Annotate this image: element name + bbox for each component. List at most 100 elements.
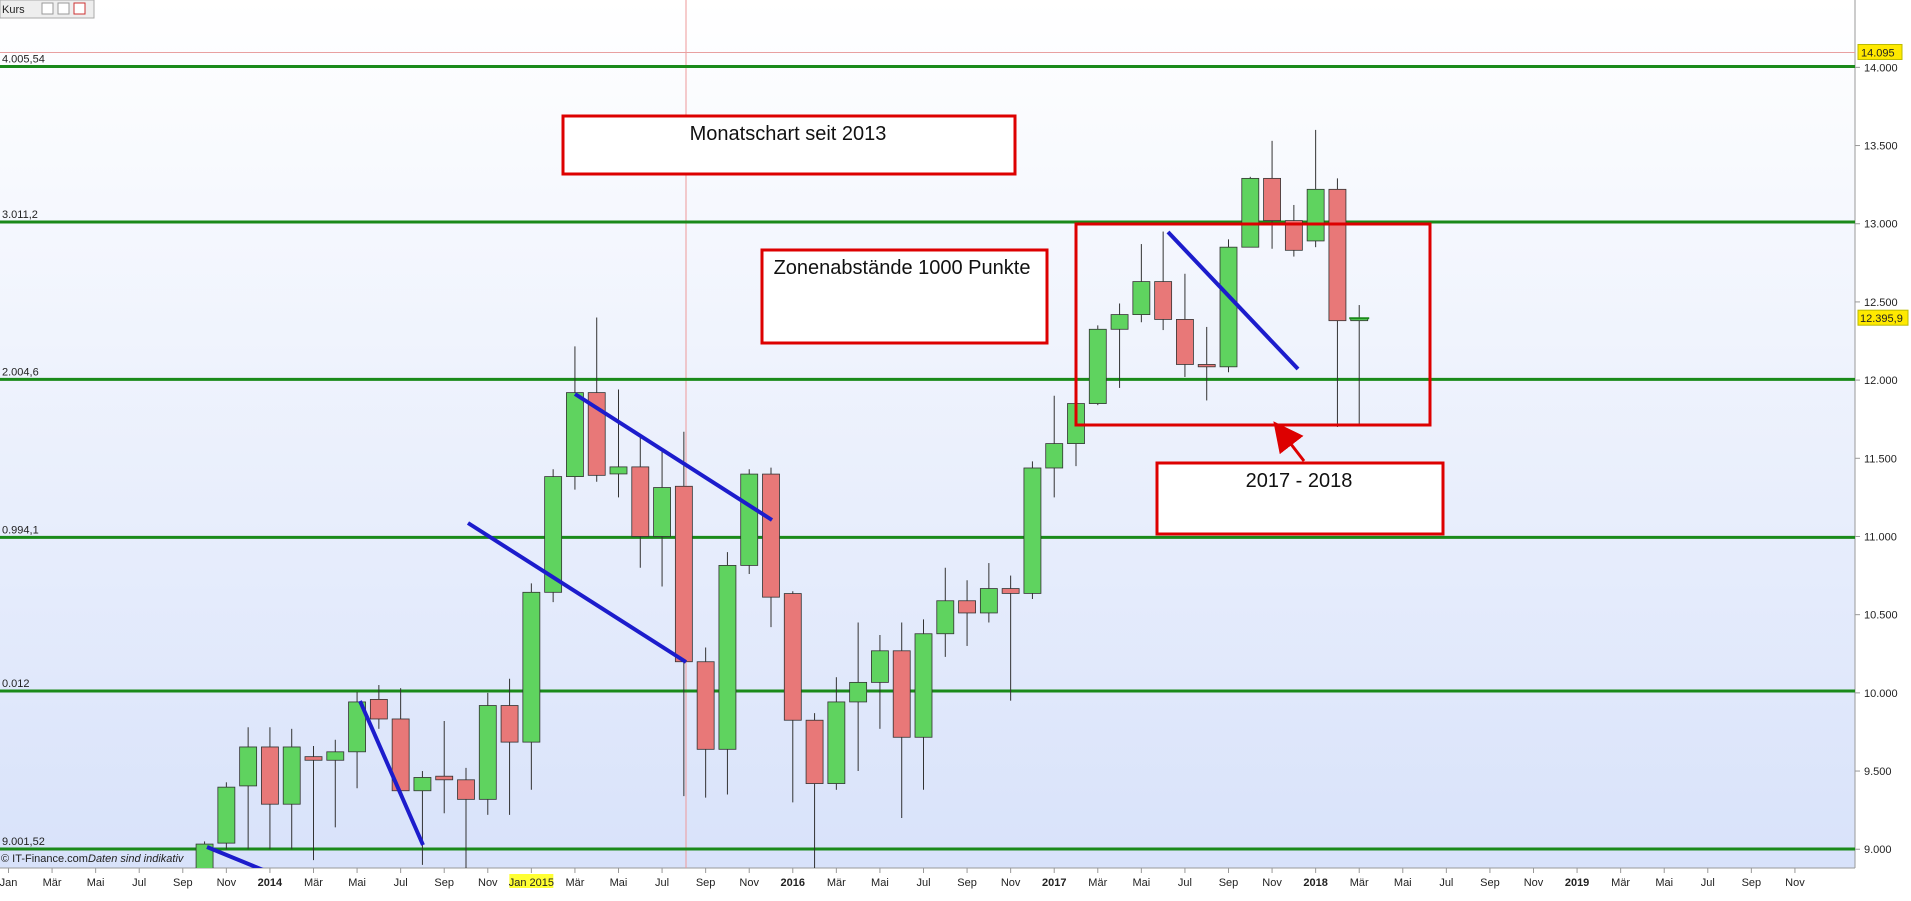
- candle-body: [1110, 314, 1129, 330]
- candle-body: [239, 746, 258, 787]
- price-label: 12.395,9: [1860, 313, 1903, 325]
- trend-line: [1166, 230, 1300, 371]
- tool-button[interactable]: [41, 2, 54, 15]
- x-tick-label: Jul: [132, 877, 146, 889]
- price-badge: [1857, 43, 1903, 60]
- x-tick-label: Mär: [827, 877, 846, 889]
- trend-line: [573, 392, 774, 522]
- candle-body: [566, 392, 584, 477]
- y-tick-label: 12.000: [1864, 375, 1898, 387]
- trend-line: [358, 700, 425, 846]
- price-badge: [1857, 309, 1909, 326]
- y-tick-label: 13.000: [1864, 219, 1898, 231]
- candle-body: [936, 600, 955, 635]
- zone-label: 0.012: [2, 678, 30, 690]
- candle-body: [1328, 188, 1347, 322]
- candle-body: [587, 392, 606, 476]
- candle-body: [522, 591, 541, 743]
- annotation: Monatschart seit 2013: [690, 123, 887, 145]
- candle-body: [849, 681, 868, 703]
- x-tick-label: Jul: [1178, 877, 1192, 889]
- x-tick-label: Mai: [87, 877, 105, 889]
- trend-line: [206, 845, 264, 868]
- x-tick-label: Nov: [1001, 877, 1021, 889]
- x-tick-label: Jul: [1439, 877, 1453, 889]
- candle-body: [871, 650, 889, 683]
- y-tick-label: 14.000: [1864, 62, 1898, 74]
- x-tick-label: Mai: [1132, 877, 1150, 889]
- candle-body: [1284, 220, 1303, 251]
- y-tick-label: 9.500: [1864, 766, 1892, 778]
- y-tick-label: 12.500: [1864, 297, 1898, 309]
- candle-body: [1088, 328, 1107, 404]
- candle-body: [653, 487, 671, 537]
- candle-body: [631, 466, 650, 537]
- x-tick-label: Nov: [478, 877, 498, 889]
- x-tick-label: Sep: [696, 877, 716, 889]
- candle-body: [805, 719, 824, 784]
- x-tick-label: Mai: [610, 877, 628, 889]
- note: Daten sind indikativ: [88, 853, 185, 865]
- x-tick-label: 2014: [258, 877, 283, 889]
- x-tick-label: Jul: [1701, 877, 1715, 889]
- y-tick-label: 11.000: [1864, 531, 1897, 543]
- y-tick-label: 9.000: [1864, 844, 1892, 856]
- candle-body: [304, 756, 323, 761]
- tool-button[interactable]: [73, 2, 86, 15]
- highlight-box: [1074, 222, 1432, 427]
- annotation-box: [1155, 461, 1445, 536]
- candle-body: [1045, 443, 1064, 469]
- zone-label: 3.011,2: [2, 209, 38, 221]
- candle-body: [979, 588, 998, 614]
- candle-body: [1263, 177, 1281, 221]
- x-tick-label: 2018: [1303, 877, 1327, 889]
- arrow: [1273, 421, 1306, 462]
- y-tick-label: 10.000: [1864, 688, 1898, 700]
- x-tick-label: Sep: [1480, 877, 1500, 889]
- tool-button[interactable]: [57, 2, 70, 15]
- x-tick-label: 2017: [1042, 877, 1066, 889]
- candle-body: [544, 476, 563, 593]
- candle-body: [261, 746, 279, 805]
- candle-body: [696, 661, 715, 750]
- x-tick-label: Jan: [0, 877, 17, 889]
- candle-body: [892, 650, 911, 738]
- zone-label: 9.001,52: [2, 836, 45, 848]
- chart-title: Kurs: [2, 4, 25, 16]
- candle-body: [435, 775, 454, 781]
- zone-label: 2.004,6: [2, 366, 39, 378]
- annotation-box: [760, 248, 1049, 345]
- x-tick-label: 2016: [781, 877, 805, 889]
- candle-body: [1154, 281, 1173, 320]
- candle-body: [609, 466, 628, 475]
- annotation: 2017 - 2018: [1246, 470, 1353, 492]
- x-tick-label: Nov: [1785, 877, 1805, 889]
- x-tick-label: Jul: [394, 877, 408, 889]
- x-tick-label: Mai: [348, 877, 366, 889]
- x-tick-label: Mai: [1655, 877, 1673, 889]
- x-tick-label: Jan 2015: [509, 877, 554, 889]
- x-tick-label: Sep: [173, 877, 193, 889]
- candle-body: [1241, 177, 1260, 248]
- x-tick-label: Nov: [1524, 877, 1544, 889]
- zone-label: 4.005,54: [2, 53, 45, 65]
- candle-body: [478, 705, 497, 800]
- candle-body: [326, 751, 345, 761]
- y-tick-label: 10.500: [1864, 610, 1898, 622]
- candle-body: [1219, 246, 1238, 368]
- x-tick-label: Jul: [916, 877, 930, 889]
- x-tick-label: Nov: [739, 877, 759, 889]
- x-tick-label: Mär: [304, 877, 323, 889]
- x-tick-label: 2019: [1565, 877, 1589, 889]
- x-tick-label: Nov: [217, 877, 237, 889]
- candle-body: [217, 786, 236, 844]
- y-tick-label: 13.500: [1864, 141, 1898, 153]
- annotations: Monatschart seit 2013 Zonenabstände 1000…: [206, 114, 1445, 868]
- trend-line: [466, 521, 688, 664]
- x-tick-label: Mär: [1611, 877, 1630, 889]
- candle-body: [369, 699, 388, 720]
- x-tick-label: Mär: [1088, 877, 1107, 889]
- candle-body: [413, 777, 432, 792]
- candle-body: [762, 473, 780, 598]
